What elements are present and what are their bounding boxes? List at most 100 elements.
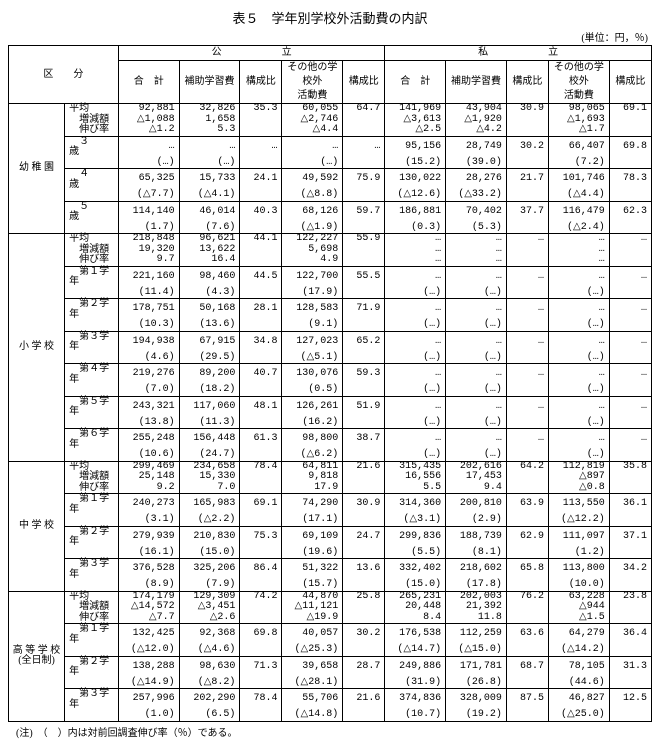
footnote: (注) （ ）内は対前回調査伸び率（％）である。: [8, 724, 652, 739]
cell: (…): [548, 353, 609, 364]
cell: [506, 483, 548, 494]
header-kubun: 区 分: [9, 46, 119, 104]
cell: …: [385, 299, 446, 321]
cell: [343, 678, 385, 689]
cell: 249,886: [385, 656, 446, 678]
cell: 13.6: [343, 559, 385, 581]
cell: …: [548, 364, 609, 386]
cell: 68.7: [506, 656, 548, 678]
cell: (△4.6): [179, 645, 240, 656]
cell: (△28.1): [282, 678, 343, 689]
cell: (19.6): [282, 548, 343, 559]
cell: 44.1: [240, 234, 282, 245]
cell: …: [609, 396, 651, 418]
cell: [240, 678, 282, 689]
cell: 55.5: [343, 266, 385, 288]
header-public: 公 立: [118, 46, 385, 61]
cell: (△7.7): [118, 190, 179, 201]
cell: 265,231: [385, 591, 446, 602]
cell: [343, 385, 385, 396]
cell: 98,460: [179, 266, 240, 288]
cell: 64.7: [343, 104, 385, 115]
unit-label: (単位：円，％): [8, 29, 652, 44]
cell: (△5.1): [282, 353, 343, 364]
h-pub-hojyo-r: 構成比: [240, 61, 282, 104]
cell: (1.0): [118, 710, 179, 721]
cell: [343, 548, 385, 559]
grade-label: [65, 645, 119, 656]
cell: 21.6: [343, 689, 385, 711]
cell: 174,179: [118, 591, 179, 602]
cell: …: [385, 331, 446, 353]
cell: [343, 223, 385, 234]
cell: (…): [548, 320, 609, 331]
cell: 332,402: [385, 559, 446, 581]
cell: (7.2): [548, 158, 609, 169]
cell: 165,983: [179, 494, 240, 516]
cell: [240, 645, 282, 656]
cell: (10.6): [118, 450, 179, 461]
cell: …: [385, 429, 446, 451]
cell: [343, 158, 385, 169]
cell: …: [506, 266, 548, 288]
cell: (…): [548, 385, 609, 396]
cell: 87.5: [506, 689, 548, 711]
cell: (△14.9): [118, 678, 179, 689]
avg-label: 増減額: [65, 472, 119, 483]
cell: 34.8: [240, 331, 282, 353]
cell: 21.7: [506, 169, 548, 191]
cell: 111,097: [548, 526, 609, 548]
cell: 78.4: [240, 689, 282, 711]
cell: (6.5): [179, 710, 240, 721]
cell: (13.6): [179, 320, 240, 331]
h-pri-sonota: その他の学校外 活動費: [548, 61, 609, 104]
cell: (…): [548, 288, 609, 299]
cell: (△4.1): [179, 190, 240, 201]
cell: …: [506, 331, 548, 353]
cell: [343, 483, 385, 494]
cell: [506, 158, 548, 169]
category-label: 小 学 校: [9, 234, 65, 462]
cell: …: [385, 396, 446, 418]
cell: 28.1: [240, 299, 282, 321]
grade-label: 第５学年: [65, 396, 119, 418]
cell: 138,288: [118, 656, 179, 678]
cell: 46,827: [548, 689, 609, 711]
cell: (…): [385, 320, 446, 331]
cell: 202,290: [179, 689, 240, 711]
cell: …: [548, 396, 609, 418]
grade-label: [65, 515, 119, 526]
cell: 63.6: [506, 624, 548, 646]
cell: (△2.2): [179, 515, 240, 526]
cell: 98,630: [179, 656, 240, 678]
cell: [506, 602, 548, 613]
cell: [609, 223, 651, 234]
cell: 299,836: [385, 526, 446, 548]
cell: (8.1): [446, 548, 507, 559]
cell: (3.1): [118, 515, 179, 526]
cell: 122,227: [282, 234, 343, 245]
cell: [609, 678, 651, 689]
cell: [506, 710, 548, 721]
cell: …: [506, 299, 548, 321]
cell: (…): [118, 158, 179, 169]
grade-label: [65, 320, 119, 331]
cell: (△25.3): [282, 645, 343, 656]
cell: [240, 353, 282, 364]
cell: 122,700: [282, 266, 343, 288]
cell: 112,259: [446, 624, 507, 646]
cell: (△15.0): [446, 645, 507, 656]
grade-label: [65, 418, 119, 429]
cell: 38.7: [343, 429, 385, 451]
cell: (5.5): [385, 548, 446, 559]
cell: [343, 353, 385, 364]
cell: 71.3: [240, 656, 282, 678]
grade-label: ３ 歳: [65, 136, 119, 158]
cell: 202,003: [446, 591, 507, 602]
avg-label: 伸び率: [65, 255, 119, 266]
cell: △897: [548, 472, 609, 483]
h-pub-sonota-r: 構成比: [343, 61, 385, 104]
cell: [240, 288, 282, 299]
cell: [609, 115, 651, 126]
cell: 31.3: [609, 656, 651, 678]
